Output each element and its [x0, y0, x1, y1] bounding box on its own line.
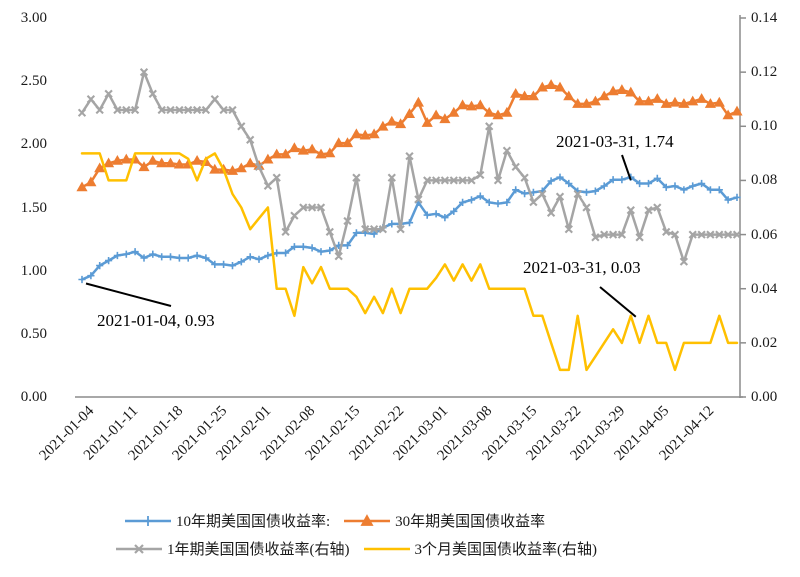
annotation-3m-2021-03-31: 2021-03-31, 0.03	[523, 258, 641, 277]
legend-sample-x	[116, 543, 162, 554]
annotation-leader-1	[85, 282, 172, 307]
annotation-leader-2	[599, 286, 637, 318]
annotation-10y-2021-01-04: 2021-01-04, 0.93	[97, 311, 215, 330]
legend-sample-none	[363, 547, 410, 550]
right-axis-tick-label: 0.02	[751, 334, 778, 351]
series-markers-2	[77, 67, 742, 266]
legend-label: 1年期美国国债收益率(右轴)	[167, 542, 350, 558]
left-axis-tick-label: 0.50	[20, 325, 47, 342]
series-markers-0	[78, 173, 741, 284]
legend-item-1[interactable]: 30年期美国国债收益率	[344, 510, 545, 531]
annotation-leader-0	[621, 154, 632, 181]
legend-row-1: 10年期美国国债收益率: 30年期美国国债收益率	[125, 510, 559, 531]
legend-item-2[interactable]: 1年期美国国债收益率(右轴)	[116, 538, 350, 559]
legend-item-0[interactable]: 10年期美国国债收益率:	[125, 510, 330, 531]
annotation-10y-2021-03-31: 2021-03-31, 1.74	[556, 132, 674, 151]
left-axis-tick-label: 0.00	[20, 389, 47, 405]
left-axis-tick-label: 1.50	[20, 199, 47, 216]
right-axis-tick-label: 0.12	[751, 64, 778, 81]
legend-label: 30年期美国国债收益率	[395, 514, 546, 530]
right-axis-tick-label: 0.14	[751, 10, 778, 26]
legend-label: 3个月美国国债收益率(右轴)	[414, 542, 598, 558]
right-axis-tick-label: 0.00	[751, 389, 778, 405]
right-axis-tick-label: 0.04	[751, 280, 778, 297]
right-axis-tick-label: 0.10	[751, 118, 778, 135]
right-axis-tick-label: 0.08	[751, 172, 778, 189]
left-axis-tick-label: 1.00	[20, 262, 47, 279]
left-axis-tick-label: 2.00	[20, 136, 47, 153]
legend-sample-plus	[125, 515, 171, 526]
legend-sample-triangle	[344, 513, 391, 526]
legend-row-2: 1年期美国国债收益率(右轴) 3个月美国国债收益率(右轴)	[116, 538, 611, 559]
left-axis-tick-label: 3.00	[20, 10, 47, 26]
legend-label: 10年期美国国债收益率:	[176, 514, 331, 530]
legend-item-3[interactable]: 3个月美国国债收益率(右轴)	[363, 538, 598, 559]
series-line-3	[80, 152, 739, 372]
left-axis-tick-label: 2.50	[20, 73, 47, 90]
right-axis-tick-label: 0.06	[751, 226, 778, 243]
